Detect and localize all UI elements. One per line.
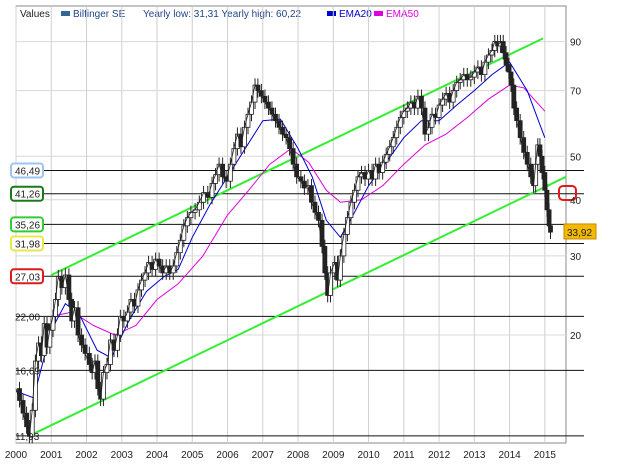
y-tick-label: 70 xyxy=(570,87,582,98)
x-tick-label: 2000 xyxy=(5,450,28,461)
level-label-box xyxy=(10,185,44,202)
price-line xyxy=(15,40,551,437)
candle-body xyxy=(196,201,202,211)
level-label-box xyxy=(10,216,44,233)
x-tick-label: 2007 xyxy=(252,450,275,461)
x-tick-label: 2012 xyxy=(428,450,451,461)
x-tick-label: 2009 xyxy=(322,450,345,461)
y-tick-label: 40 xyxy=(570,196,582,207)
candle-body xyxy=(86,353,92,365)
level-labels: 46,49 41,26 35,26 31,98 27,03 22,00 16,69 11,93 xyxy=(10,162,44,443)
legend-stats-label: Yearly low: 31,31 Yearly high: 60,22 xyxy=(143,9,302,20)
y-tick-label: 30 xyxy=(570,252,582,263)
level-label: 16,69 xyxy=(15,366,40,377)
x-tick-label: 2013 xyxy=(463,450,486,461)
ema50-line xyxy=(51,84,546,336)
ema20-line-group xyxy=(15,61,546,399)
price-series xyxy=(15,34,553,444)
breakout-marker xyxy=(558,185,577,201)
y-tick-label: 50 xyxy=(570,152,582,163)
legend-series-label: Bilfinger SE xyxy=(73,9,126,20)
legend-ema50-swatch xyxy=(374,11,383,16)
level-label-box xyxy=(10,268,44,285)
candle-body xyxy=(298,176,304,182)
x-tick-label: 2002 xyxy=(75,450,98,461)
ema20-line xyxy=(15,61,546,399)
last-price-label: 33,92 xyxy=(567,228,592,239)
level-label: 11,93 xyxy=(15,432,40,443)
y-axis: 20 30 40 50 70 90 xyxy=(570,38,582,342)
x-tick-label: 2010 xyxy=(357,450,380,461)
level-label: 41,26 xyxy=(15,190,40,201)
level-label: 46,49 xyxy=(15,166,40,177)
last-price-marker: 33,92 xyxy=(563,223,597,240)
legend-ema20-label: EMA20 xyxy=(339,9,372,20)
legend-ema20-swatch xyxy=(327,11,336,16)
x-tick-label: 2014 xyxy=(498,450,521,461)
x-tick-label: 2015 xyxy=(534,450,557,461)
y-tick-label: 90 xyxy=(570,38,582,49)
level-label: 27,03 xyxy=(15,272,40,283)
last-price-box xyxy=(563,223,597,240)
level-label-box xyxy=(10,162,44,179)
level-label: 35,26 xyxy=(15,220,40,231)
x-tick-label: 2004 xyxy=(146,450,169,461)
x-tick-label: 2005 xyxy=(181,450,204,461)
trend-channel-line xyxy=(27,175,567,438)
x-tick-label: 2003 xyxy=(111,450,134,461)
x-axis: 2000 2001 2002 2003 2004 2005 2006 2007 2008 2009… xyxy=(5,450,557,461)
legend-ema50-label: EMA50 xyxy=(386,9,419,20)
level-label: 22,00 xyxy=(15,312,40,323)
legend-series-swatch xyxy=(61,11,70,16)
y-tick-label: 20 xyxy=(570,331,582,342)
x-tick-label: 2011 xyxy=(393,450,415,461)
legend-values-label: Values xyxy=(20,9,50,20)
candle-body xyxy=(227,163,233,182)
x-tick-label: 2008 xyxy=(287,450,310,461)
level-label-box xyxy=(10,235,44,252)
x-tick-label: 2006 xyxy=(216,450,239,461)
legend: Values Bilfinger SE Yearly low: 31,31 Ye… xyxy=(20,9,419,20)
level-label: 31,98 xyxy=(15,239,40,250)
candle-body xyxy=(209,183,215,198)
ema50-line-group xyxy=(51,84,546,336)
x-tick-label: 2001 xyxy=(40,450,63,461)
